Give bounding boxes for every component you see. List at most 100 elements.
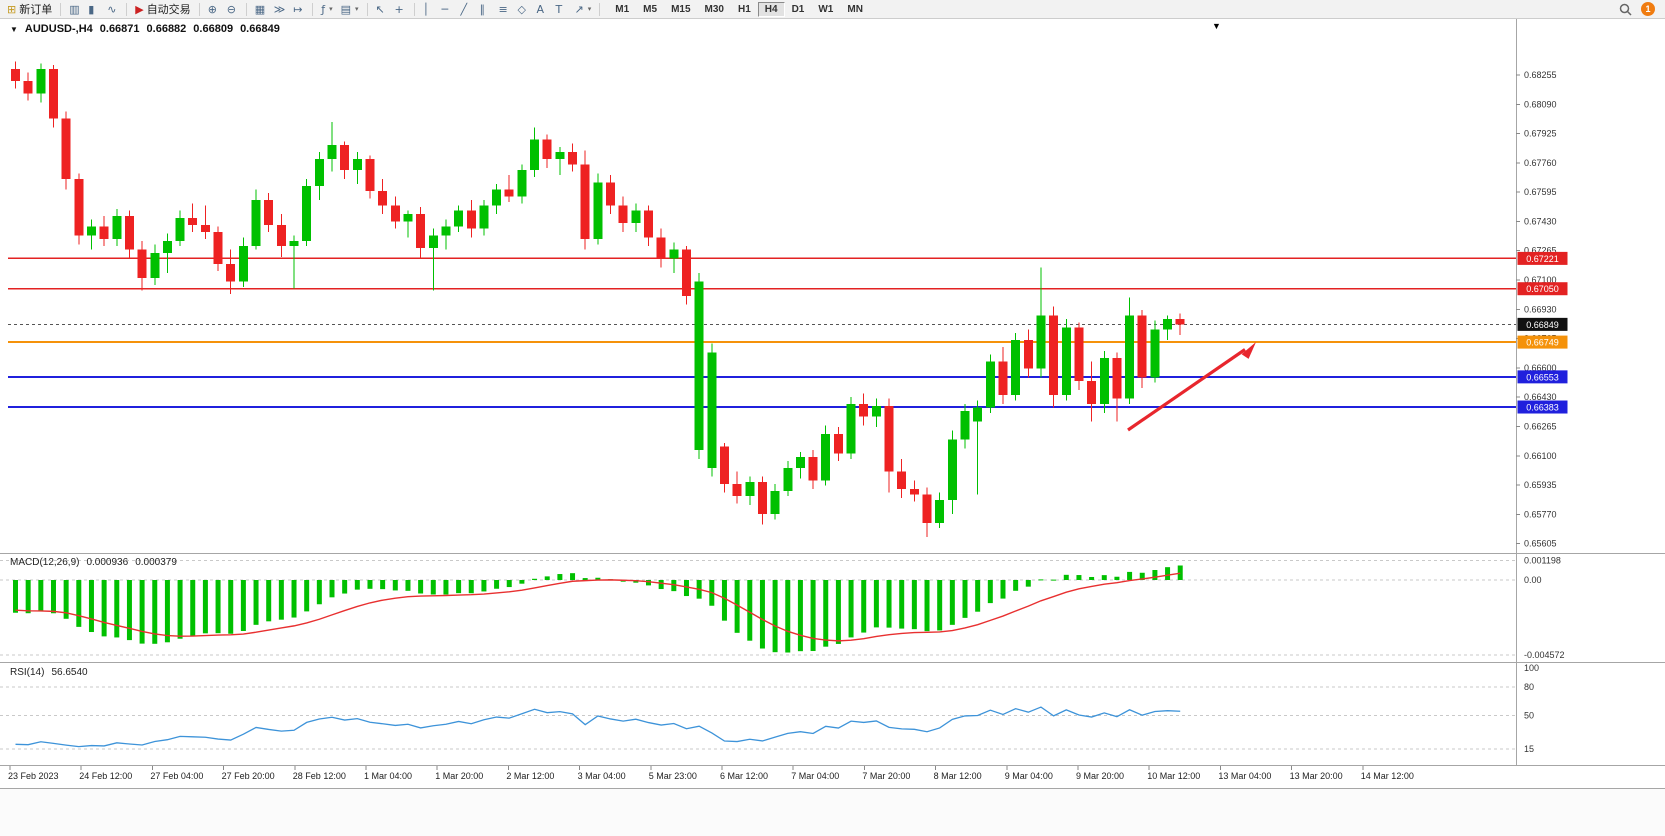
- candle: [1137, 310, 1147, 389]
- horizontal-line-button[interactable]: ─: [438, 1, 457, 18]
- chart-shift-button[interactable]: ↦: [289, 1, 308, 18]
- auto-scroll-button[interactable]: ≫: [270, 1, 290, 18]
- svg-text:0.66749: 0.66749: [1526, 338, 1559, 348]
- svg-text:0.68090: 0.68090: [1524, 99, 1557, 109]
- candle: [606, 175, 616, 215]
- svg-text:0.65605: 0.65605: [1524, 539, 1557, 549]
- resistance-line-2[interactable]: 0.67050: [8, 282, 1568, 296]
- templates-button[interactable]: ▤ ▾: [337, 1, 363, 18]
- svg-text:14 Mar 12:00: 14 Mar 12:00: [1361, 771, 1414, 781]
- crosshair-button[interactable]: +: [391, 1, 410, 18]
- new-order-button[interactable]: ⊞ 新订单: [3, 1, 56, 18]
- candle: [593, 173, 603, 245]
- bar-chart-button[interactable]: ▥: [65, 1, 84, 18]
- candle: [719, 443, 729, 493]
- candle: [783, 460, 793, 497]
- equidistant-channel-button[interactable]: ∥: [476, 1, 495, 18]
- search-icon[interactable]: [1619, 3, 1632, 16]
- fibonacci-retracement-button[interactable]: ≡: [495, 1, 514, 18]
- candle: [580, 150, 590, 250]
- candle: [48, 65, 58, 128]
- candle: [1099, 350, 1109, 413]
- toolbar-separator: [126, 2, 128, 16]
- rsi-levels: 100 80 50 15: [0, 663, 1539, 754]
- timeframe-mn-button[interactable]: MN: [840, 2, 870, 17]
- svg-text:0.66600: 0.66600: [1524, 363, 1557, 373]
- equidistant-channel-icon: ∥: [479, 2, 486, 16]
- key-level-line[interactable]: 0.66749: [8, 335, 1568, 349]
- timeframe-h4-button[interactable]: H4: [757, 1, 785, 17]
- text-button[interactable]: A: [533, 1, 552, 18]
- one-click-trading-icon[interactable]: ▼: [10, 25, 18, 34]
- candle: [276, 214, 286, 257]
- svg-text:13 Mar 04:00: 13 Mar 04:00: [1218, 771, 1271, 781]
- svg-text:50: 50: [1524, 711, 1534, 721]
- candle: [1036, 267, 1046, 378]
- candle: [568, 143, 578, 172]
- shapes-button[interactable]: ◇: [514, 1, 533, 18]
- indicators-button[interactable]: ƒ ▾: [317, 1, 336, 18]
- timeframe-m30-button[interactable]: M30: [698, 2, 731, 17]
- zoom-in-button[interactable]: ⊕: [204, 1, 223, 18]
- candle: [656, 228, 666, 268]
- templates-dropdown-icon[interactable]: ▾: [355, 5, 359, 13]
- svg-text:10 Mar 12:00: 10 Mar 12:00: [1147, 771, 1200, 781]
- ohlc-close: 0.66849: [240, 23, 280, 35]
- timeframe-m1-button[interactable]: M1: [608, 2, 636, 17]
- macd-histogram: [13, 565, 1183, 653]
- zoom-out-button[interactable]: ⊖: [223, 1, 242, 18]
- candle: [74, 173, 84, 245]
- candle: [504, 175, 514, 202]
- candle: [11, 61, 20, 89]
- candle: [1087, 361, 1097, 422]
- candle: [555, 146, 565, 176]
- candle: [1049, 306, 1059, 408]
- candlestick-chart-button[interactable]: ▮: [84, 1, 103, 18]
- candle: [1011, 333, 1021, 401]
- indicators-dropdown-icon[interactable]: ▾: [329, 5, 333, 13]
- candle: [909, 480, 919, 502]
- timeframe-m15-button[interactable]: M15: [664, 2, 697, 17]
- timeframe-w1-button[interactable]: W1: [811, 2, 840, 17]
- svg-text:27 Feb 04:00: 27 Feb 04:00: [150, 771, 203, 781]
- auto-trading-button[interactable]: ▶ 自动交易: [131, 1, 194, 18]
- trend-arrow[interactable]: [1127, 342, 1256, 432]
- candle: [1175, 313, 1185, 335]
- svg-text:0.67760: 0.67760: [1524, 158, 1557, 168]
- candle: [947, 430, 957, 514]
- notification-badge[interactable]: 1: [1641, 2, 1655, 16]
- candle: [1023, 329, 1033, 378]
- candle: [188, 203, 198, 232]
- text-label-button[interactable]: T: [552, 1, 571, 18]
- grid-button[interactable]: ▦: [251, 1, 270, 18]
- chart-shift-marker-icon[interactable]: ▼: [1212, 21, 1221, 31]
- vertical-line-button[interactable]: │: [419, 1, 438, 18]
- templates-icon: ▤: [340, 2, 351, 16]
- candle: [1163, 315, 1173, 341]
- line-chart-button[interactable]: ∿: [103, 1, 122, 18]
- arrow-objects-button[interactable]: ↗ ▾: [571, 1, 596, 18]
- candle: [175, 210, 185, 247]
- auto-trading-icon: ▶: [135, 2, 144, 16]
- toolbar-separator: [599, 2, 601, 16]
- trendline-button[interactable]: ╱: [457, 1, 476, 18]
- timeframe-d1-button[interactable]: D1: [785, 2, 812, 17]
- svg-text:2 Mar 12:00: 2 Mar 12:00: [506, 771, 554, 781]
- candle: [492, 184, 502, 215]
- auto-scroll-icon: ≫: [273, 2, 286, 16]
- candle: [884, 398, 894, 493]
- svg-text:100: 100: [1524, 663, 1539, 673]
- candle: [707, 343, 717, 477]
- arrow-objects-dropdown-icon[interactable]: ▾: [587, 5, 592, 13]
- macd-name: MACD(12,26,9): [10, 557, 80, 568]
- support-line-2[interactable]: 0.66383: [8, 400, 1568, 414]
- resistance-line-1[interactable]: 0.67221: [8, 251, 1568, 265]
- cursor-button[interactable]: ↖: [372, 1, 391, 18]
- bar-chart-icon: ▥: [69, 2, 80, 16]
- timeframe-m5-button[interactable]: M5: [636, 2, 664, 17]
- timeframe-h1-button[interactable]: H1: [731, 2, 758, 17]
- support-line-1[interactable]: 0.66553: [8, 370, 1568, 384]
- new-order-icon: ⊞: [7, 2, 17, 16]
- candle: [1125, 297, 1135, 404]
